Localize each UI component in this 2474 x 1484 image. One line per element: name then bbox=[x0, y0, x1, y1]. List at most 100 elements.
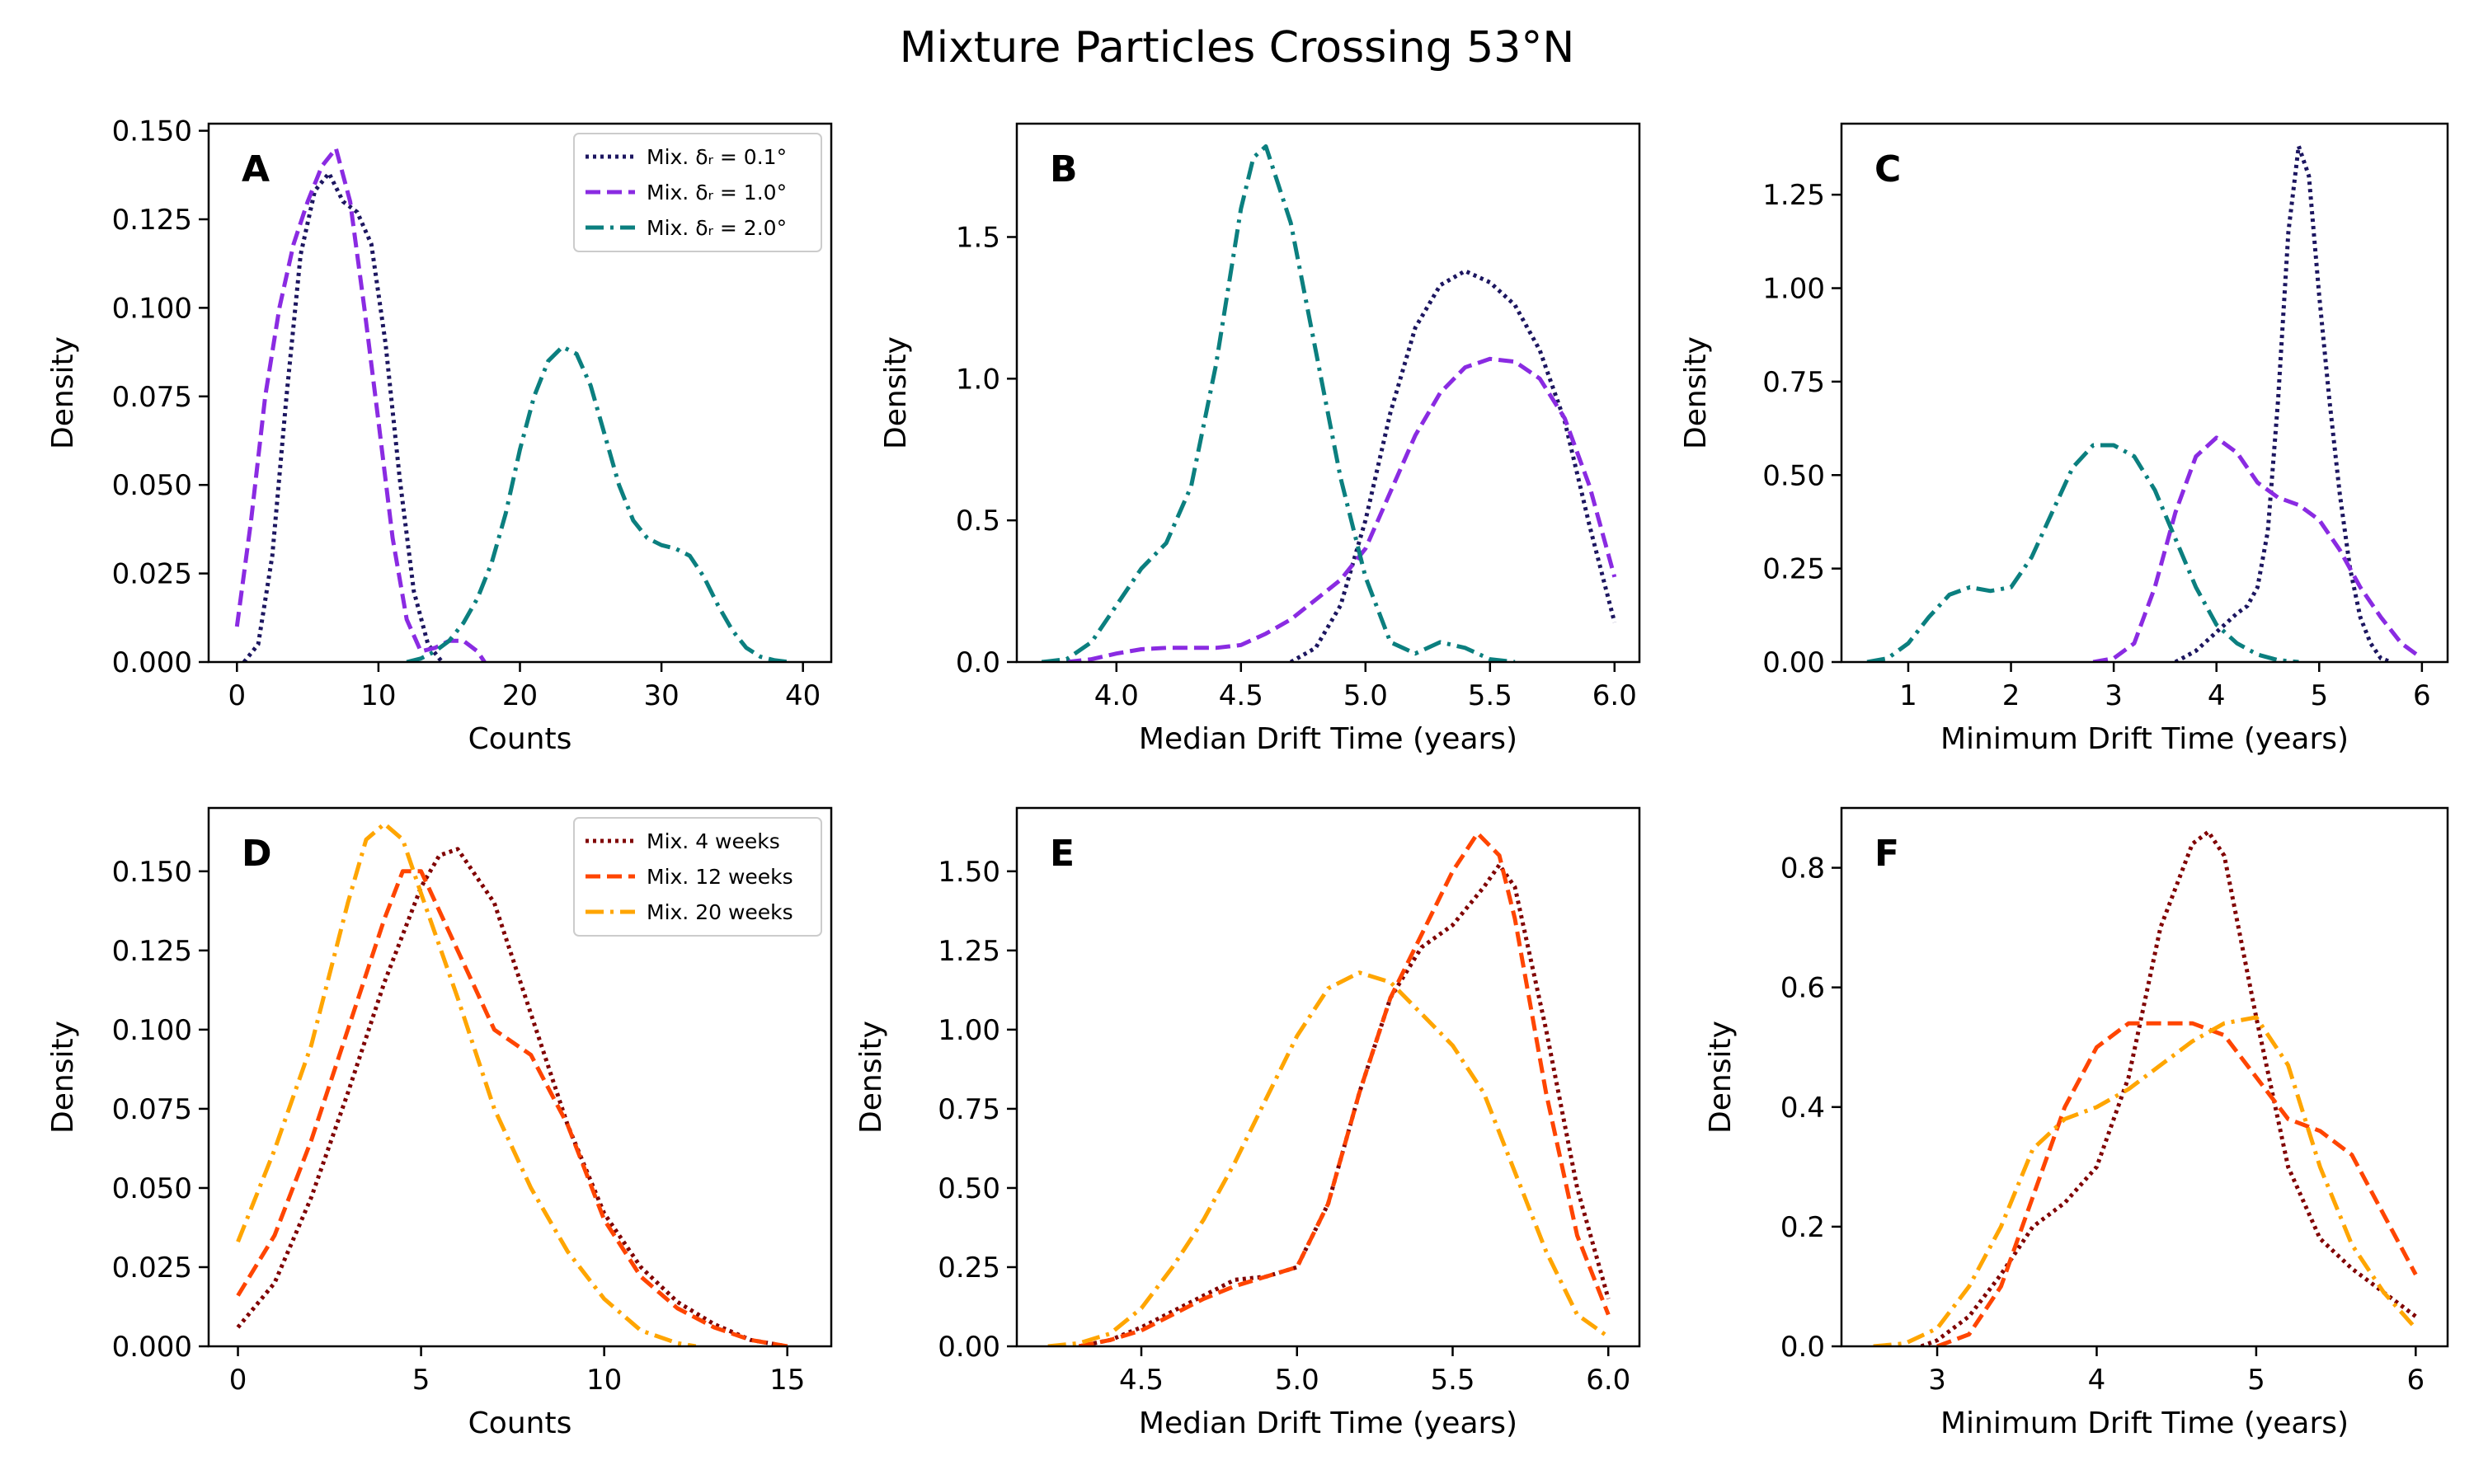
y-tick-label: 0.050 bbox=[112, 1172, 192, 1205]
legend-box bbox=[573, 817, 822, 937]
series-line-1 bbox=[242, 171, 444, 662]
x-tick-label: 5 bbox=[412, 1364, 430, 1397]
series-line-2 bbox=[1066, 356, 1617, 662]
series-group bbox=[1873, 829, 2418, 1346]
x-tick-label: 15 bbox=[769, 1364, 805, 1397]
y-tick-label: 1.00 bbox=[938, 1014, 1000, 1047]
panel-D: 0 5 10 15 0.000 0.025 0.050 0.075 0.100 0.125 0.15… bbox=[46, 806, 833, 1440]
x-tick-label: 2 bbox=[2002, 679, 2020, 712]
panel-A: 0 10 20 30 40 0.000 0.025 0.050 0.075 0.100 0.125 0… bbox=[46, 115, 833, 756]
x-tick-label: 20 bbox=[502, 679, 538, 712]
x-tick-label: 1 bbox=[1899, 679, 1917, 712]
x-tick-label: 0 bbox=[228, 679, 246, 712]
x-tick-label: 4.5 bbox=[1119, 1364, 1164, 1397]
y-tick-label: 1.0 bbox=[956, 363, 1000, 396]
y-tick-label: 0.0 bbox=[956, 646, 1000, 679]
series-group bbox=[1866, 143, 2419, 662]
y-tick-label: 0.00 bbox=[1762, 646, 1825, 679]
y-axis-label: Density bbox=[46, 336, 80, 449]
x-tick-label: 4 bbox=[2208, 679, 2226, 712]
axes-frame bbox=[1015, 806, 1641, 1348]
axes-frame bbox=[207, 806, 833, 1348]
series-line-2 bbox=[236, 869, 788, 1346]
series-line-2 bbox=[1936, 1021, 2418, 1346]
panel-label: C bbox=[1874, 148, 1901, 190]
y-tick-label: 0.00 bbox=[938, 1331, 1000, 1364]
x-tick-label: 40 bbox=[785, 679, 821, 712]
y-tick-label: 0.50 bbox=[938, 1172, 1000, 1205]
panel-label: E bbox=[1050, 833, 1075, 875]
y-tick-label: 0.5 bbox=[956, 505, 1000, 538]
x-axis-label: Median Drift Time (years) bbox=[1139, 722, 1517, 756]
x-tick-label: 4.0 bbox=[1094, 679, 1139, 712]
y-tick-label: 0.075 bbox=[112, 381, 192, 414]
x-axis-label: Counts bbox=[468, 1407, 572, 1440]
y-axis-label: Density bbox=[1704, 1021, 1738, 1134]
x-tick-label: 5.5 bbox=[1468, 679, 1512, 712]
x-tick-label: 10 bbox=[586, 1364, 622, 1397]
y-tick-label: 0.6 bbox=[1780, 972, 1825, 1005]
y-tick-label: 0.4 bbox=[1780, 1092, 1825, 1125]
x-axis-label: Minimum Drift Time (years) bbox=[1940, 1407, 2349, 1440]
panel-label: B bbox=[1050, 148, 1078, 190]
y-tick-label: 0.50 bbox=[1762, 459, 1825, 492]
y-tick-label: 0.025 bbox=[112, 558, 192, 591]
y-tick-label: 1.50 bbox=[938, 856, 1000, 889]
legend-box bbox=[573, 133, 822, 252]
y-tick-label: 0.100 bbox=[112, 292, 192, 325]
y-tick-label: 0.050 bbox=[112, 469, 192, 502]
series-group bbox=[234, 146, 789, 662]
legend-entry-2: Mix. δᵣ = 1.0° bbox=[647, 181, 787, 204]
y-tick-label: 1.25 bbox=[938, 935, 1000, 968]
x-tick-label: 6.0 bbox=[1586, 1364, 1630, 1397]
panel-label: A bbox=[242, 148, 270, 190]
x-tick-label: 3 bbox=[2105, 679, 2123, 712]
series-group bbox=[1041, 144, 1617, 662]
y-tick-label: 1.5 bbox=[956, 221, 1000, 254]
legend-entry-1: Mix. δᵣ = 0.1° bbox=[647, 145, 787, 169]
x-axis-label: Counts bbox=[468, 722, 572, 756]
x-tick-label: 5.0 bbox=[1343, 679, 1388, 712]
x-tick-label: 30 bbox=[643, 679, 679, 712]
panel-C: 1 2 3 4 5 6 0.00 0.25 0.50 0.75 1.00 1.25 Minimum Dr… bbox=[1679, 122, 2449, 756]
y-tick-label: 0.000 bbox=[112, 646, 192, 679]
panels: 0 10 20 30 400.0000.0250.0500.0750.1000.1250… bbox=[46, 115, 2449, 1440]
x-tick-label: 6.0 bbox=[1592, 679, 1637, 712]
y-tick-label: 0.75 bbox=[1762, 366, 1825, 399]
y-tick-label: 0.150 bbox=[112, 856, 192, 889]
x-axis-label: Median Drift Time (years) bbox=[1139, 1407, 1517, 1440]
x-tick-label: 6 bbox=[2406, 1364, 2425, 1397]
y-tick-label: 0.25 bbox=[938, 1252, 1000, 1284]
series-line-3 bbox=[236, 821, 697, 1346]
axes-frame bbox=[1015, 122, 1641, 664]
y-tick-label: 0.125 bbox=[112, 204, 192, 237]
y-tick-label: 0.150 bbox=[112, 115, 192, 148]
legend: Mix. 4 weeks Mix. 12 weeks Mix. 20 weeks bbox=[573, 817, 822, 937]
x-tick-label: 3 bbox=[1928, 1364, 1946, 1397]
series-line-3 bbox=[1866, 443, 2299, 662]
series-line-3 bbox=[1047, 970, 1610, 1346]
y-tick-label: 0.125 bbox=[112, 935, 192, 968]
legend-entry-2: Mix. 12 weeks bbox=[647, 865, 793, 889]
y-tick-label: 0.25 bbox=[1762, 553, 1825, 586]
y-tick-label: 0.075 bbox=[112, 1093, 192, 1126]
legend-entry-1: Mix. 4 weeks bbox=[647, 829, 780, 853]
series-line-3 bbox=[406, 345, 789, 662]
series-line-1 bbox=[236, 847, 788, 1346]
legend-entry-3: Mix. 20 weeks bbox=[647, 900, 793, 924]
series-line-2 bbox=[2092, 435, 2419, 662]
y-axis-label: Density bbox=[879, 336, 913, 449]
y-tick-label: 0.2 bbox=[1780, 1211, 1825, 1244]
x-tick-label: 5.5 bbox=[1430, 1364, 1475, 1397]
panel-label: D bbox=[242, 833, 272, 875]
series-group bbox=[236, 821, 788, 1346]
series-line-1 bbox=[1289, 269, 1617, 662]
series-group bbox=[1047, 831, 1611, 1346]
y-tick-label: 1.00 bbox=[1762, 273, 1825, 306]
axes-frame bbox=[1840, 122, 2449, 664]
figure-title: Mixture Particles Crossing 53°N bbox=[900, 23, 1575, 73]
x-tick-label: 4.5 bbox=[1219, 679, 1263, 712]
panel-F: 3 4 5 6 0.0 0.2 0.4 0.6 0.8 Minimum Drift Time (y… bbox=[1704, 806, 2449, 1440]
series-line-1 bbox=[1079, 862, 1611, 1346]
